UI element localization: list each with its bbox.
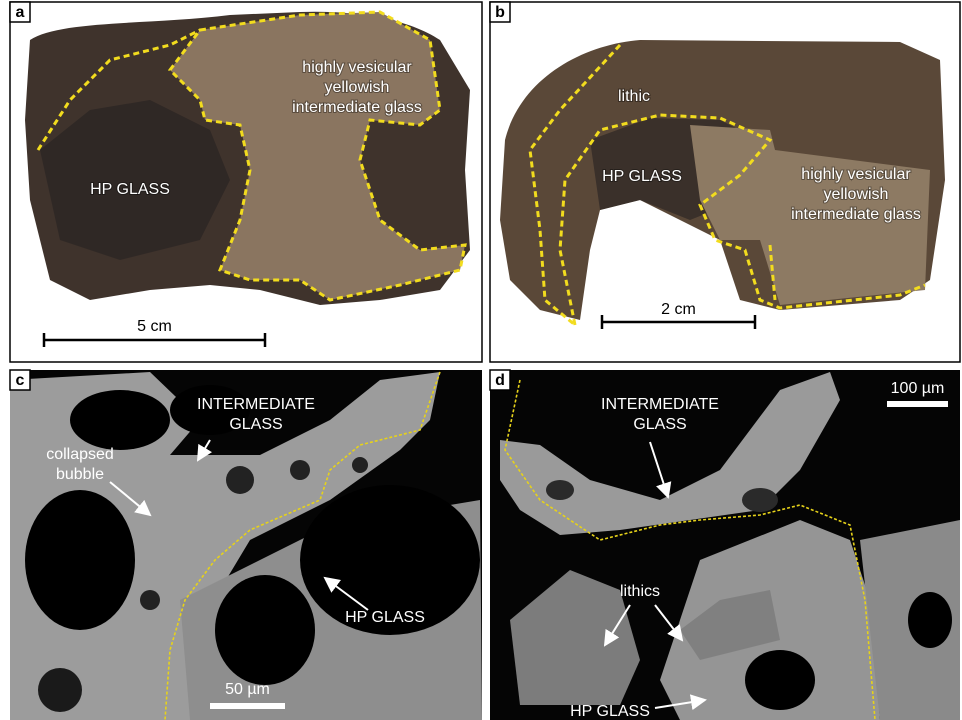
arrow — [654, 604, 684, 642]
scale-bar-label: 50 µm — [225, 681, 270, 698]
label: yellowish — [325, 79, 390, 96]
label: collapsed — [46, 446, 114, 463]
scale-bar — [210, 703, 285, 709]
arrow — [109, 481, 152, 517]
panel-d-image — [490, 370, 960, 720]
label: highly vesicular — [801, 166, 911, 183]
panel-letter-box — [9, 1, 31, 23]
label: GLASS — [229, 416, 282, 433]
arrow — [323, 576, 369, 611]
panel-letter: b — [495, 4, 505, 21]
label: lithics — [620, 583, 660, 600]
scale-bar-label: 2 cm — [661, 301, 696, 318]
label: INTERMEDIATE — [197, 396, 315, 413]
label: intermediate glass — [791, 206, 921, 223]
arrow — [603, 604, 631, 647]
label: highly vesicular — [302, 59, 412, 76]
panel-letter: a — [16, 4, 25, 21]
panel-letter-box — [489, 369, 511, 391]
panel-letter: d — [495, 372, 505, 389]
label: HP GLASS — [602, 168, 682, 185]
arrow — [196, 439, 213, 462]
scale-bar — [887, 401, 948, 407]
panel-a-photo — [9, 1, 483, 363]
arrow — [649, 441, 672, 499]
scale-bar-label: 5 cm — [137, 318, 172, 335]
panel-letter-box — [9, 369, 31, 391]
label: yellowish — [824, 186, 889, 203]
label: lithic — [618, 88, 650, 105]
label: HP GLASS — [345, 609, 425, 626]
label: intermediate glass — [292, 99, 422, 116]
arrow — [654, 694, 707, 711]
label: bubble — [56, 466, 104, 483]
label: HP GLASS — [90, 181, 170, 198]
label: GLASS — [633, 416, 686, 433]
label: INTERMEDIATE — [601, 396, 719, 413]
label: HP GLASS — [570, 703, 650, 720]
panel-c-image — [10, 370, 482, 720]
panel-letter-box — [489, 1, 511, 23]
panel-b-photo — [489, 1, 961, 363]
panel-letter: c — [16, 372, 25, 389]
scale-bar-label: 100 µm — [891, 380, 945, 397]
